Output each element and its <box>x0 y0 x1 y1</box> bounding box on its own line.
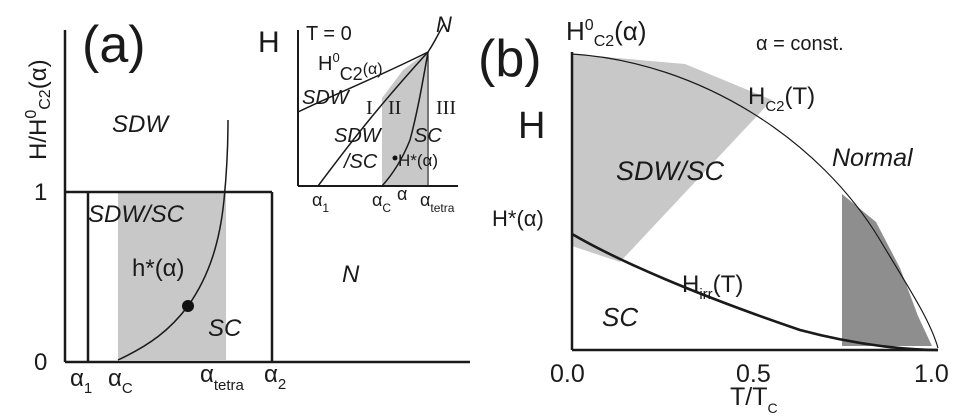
x-label-alphac: αC <box>108 365 133 397</box>
alpha-const-label: α = const. <box>756 33 844 55</box>
inset-shaded-region <box>382 52 427 186</box>
inset-sdw-label: SDW <box>302 87 351 109</box>
normal-label: Normal <box>832 144 914 172</box>
region-sdw-sc-label: SDW/SC <box>88 201 185 228</box>
inset-hstar-label: H*(α) <box>398 151 438 170</box>
region-n-label: N <box>342 261 360 288</box>
inset-x-alpha1: α1 <box>312 190 329 215</box>
inset-hc2-label: H0C2(α) <box>318 50 383 84</box>
inset-hstar-curve <box>381 51 429 187</box>
sc-label: SC <box>602 302 638 332</box>
panel-a-y-axis-label: H/H0C2(α) <box>23 59 54 160</box>
panel-b-x-axis-label: T/TC <box>730 383 778 416</box>
sdw-sc-band <box>572 54 772 262</box>
dark-gray-band <box>842 194 932 346</box>
y-tick-0: 0 <box>34 349 47 376</box>
inset-x-alphac: αC <box>372 190 391 215</box>
panel-a-label: (a) <box>82 16 146 74</box>
critical-point-marker <box>182 300 194 312</box>
x-tick-0: 0.0 <box>550 360 585 388</box>
h-star-label: h*(α) <box>132 255 185 282</box>
x-label-alpha1: α1 <box>70 365 92 397</box>
y-tick-1: 1 <box>34 179 47 206</box>
x-label-alphatetra: αtetra <box>200 361 245 394</box>
inset-sc-slash-label: /SC <box>342 151 378 173</box>
hc2-t-label: HC2(T) <box>748 83 815 115</box>
inset-sdw2-label: SDW <box>334 125 383 147</box>
hc2-zero-label: H0C2(α) <box>566 16 647 50</box>
inset-roman-2: II <box>388 97 401 119</box>
inset-sc-label: SC <box>414 125 442 147</box>
region-sc-label: SC <box>208 315 242 342</box>
h-star-curve <box>117 119 229 361</box>
inset-h-axis-label: H <box>258 26 280 59</box>
inset-t0-label: T = 0 <box>306 23 352 45</box>
inset-n-label: N <box>436 12 452 37</box>
panel-b: (b) H0C2(α) α = const. H HC2(T) SDW/SC N… <box>478 16 949 416</box>
inset-roman-3: III <box>436 97 456 119</box>
hirr-curve <box>571 232 939 352</box>
inset-roman-1: I <box>366 97 373 119</box>
inset-hc2-curve <box>297 23 445 113</box>
inset-x-alpha: α <box>397 184 407 204</box>
hc2-curve <box>571 53 939 349</box>
x-tick-1: 1.0 <box>914 360 949 388</box>
panel-b-label: (b) <box>478 30 542 88</box>
hstar-label: H*(α) <box>492 206 544 231</box>
x-label-alpha2: α2 <box>264 361 286 393</box>
hirr-label: Hirr(T) <box>682 271 743 303</box>
panel-a: (a) H/H0C2(α) 1 0 SDW SDW/SC h*(α) SC N … <box>23 12 470 397</box>
inset-x-alphatetra: αtetra <box>420 190 455 215</box>
region-sdw-label: SDW <box>112 111 170 138</box>
inset-sdw-boundary <box>317 51 429 187</box>
inset-critical-point <box>392 155 398 161</box>
x-tick-05: 0.5 <box>736 360 771 388</box>
sdw-sc-shaded-region <box>118 192 226 360</box>
sdw-sc-label: SDW/SC <box>616 156 725 186</box>
panel-b-h-axis-label: H <box>518 105 545 147</box>
inset-diagram: H T = 0 N H0C2(α) SDW I II III SDW SC /S… <box>258 12 458 215</box>
